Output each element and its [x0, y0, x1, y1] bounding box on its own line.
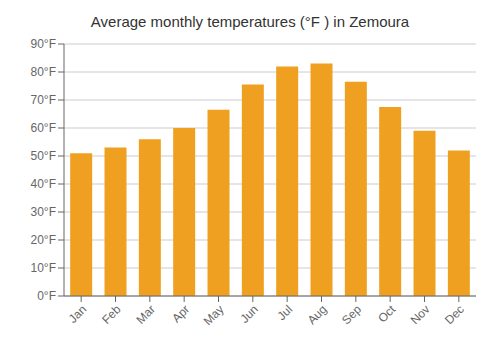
svg-text:0°F: 0°F: [37, 289, 56, 303]
svg-text:Nov: Nov: [408, 302, 433, 327]
svg-text:30°F: 30°F: [31, 205, 56, 219]
svg-text:20°F: 20°F: [31, 233, 56, 247]
svg-text:Apr: Apr: [169, 302, 192, 325]
svg-text:Jul: Jul: [275, 302, 296, 323]
svg-text:90°F: 90°F: [31, 37, 56, 51]
svg-text:Jan: Jan: [66, 302, 90, 326]
svg-text:40°F: 40°F: [31, 177, 56, 191]
svg-text:Aug: Aug: [305, 302, 330, 327]
svg-text:80°F: 80°F: [31, 65, 56, 79]
svg-text:70°F: 70°F: [31, 93, 56, 107]
svg-text:Dec: Dec: [442, 302, 467, 327]
svg-text:10°F: 10°F: [31, 261, 56, 275]
svg-text:May: May: [201, 302, 227, 328]
html-text:Average monthly temperatures (: Average monthly temperatures (°F ) in Ze…: [90, 13, 410, 30]
svg-text:Oct: Oct: [375, 302, 399, 326]
svg-text:60°F: 60°F: [31, 121, 56, 135]
svg-text:Jun: Jun: [237, 302, 261, 326]
svg-text:Sep: Sep: [339, 302, 364, 327]
svg-text:Feb: Feb: [99, 302, 124, 327]
svg-text:50°F: 50°F: [31, 149, 56, 163]
svg-text:Mar: Mar: [133, 302, 158, 327]
